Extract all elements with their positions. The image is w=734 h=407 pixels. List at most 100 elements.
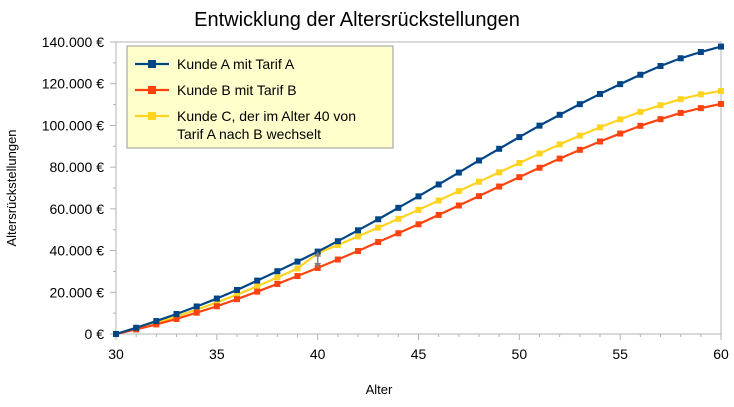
data-point xyxy=(597,124,603,131)
data-point xyxy=(576,146,583,153)
legend-marker xyxy=(148,60,156,68)
axes: 0 € 20.000 € 40.000 € 60.000 € 80.000 € 100.0… xyxy=(42,34,729,362)
data-point xyxy=(153,321,160,328)
data-point xyxy=(677,96,684,103)
data-point xyxy=(173,310,180,317)
data-point xyxy=(617,116,624,123)
data-point xyxy=(173,315,180,322)
legend-marker xyxy=(148,112,156,120)
data-point xyxy=(395,230,402,237)
x-tick-label: 45 xyxy=(411,346,427,362)
data-point xyxy=(193,309,200,316)
data-point xyxy=(536,150,543,157)
data-point xyxy=(516,159,523,166)
data-point xyxy=(355,233,361,240)
arrow-head-down xyxy=(314,262,322,268)
data-point xyxy=(677,55,684,62)
data-point xyxy=(395,215,402,222)
y-tick-label: 80.000 € xyxy=(50,159,105,175)
data-point xyxy=(637,122,644,129)
legend: Kunde A mit Tarif A Kunde B mit Tarif B Ku… xyxy=(126,45,394,149)
data-point xyxy=(637,71,644,78)
x-tick-label: 35 xyxy=(209,346,225,362)
data-point xyxy=(516,174,523,181)
data-point xyxy=(294,258,301,265)
data-point xyxy=(556,155,563,162)
data-point xyxy=(153,318,160,325)
data-point xyxy=(496,145,503,152)
legend-box xyxy=(126,45,394,149)
y-tick-label: 0 € xyxy=(85,326,105,342)
x-tick-label: 40 xyxy=(310,346,326,362)
data-point xyxy=(234,286,240,293)
data-point xyxy=(254,283,261,290)
data-point xyxy=(718,43,724,50)
data-point xyxy=(455,169,462,176)
data-point xyxy=(213,295,220,302)
data-point xyxy=(294,265,301,272)
data-point xyxy=(556,141,563,148)
data-point xyxy=(496,183,503,190)
x-tick-label: 30 xyxy=(108,346,124,362)
data-point xyxy=(395,204,402,211)
series-layer xyxy=(113,43,724,337)
data-point xyxy=(355,247,361,254)
data-point xyxy=(355,227,361,234)
data-point xyxy=(213,303,220,310)
y-tick-label: 40.000 € xyxy=(50,243,105,259)
data-point xyxy=(697,91,704,98)
data-point xyxy=(657,102,664,109)
y-tick-label: 120.000 € xyxy=(42,76,104,92)
series-1 xyxy=(113,43,724,337)
data-point xyxy=(597,138,603,145)
data-point xyxy=(677,109,684,116)
double-arrow-annotation xyxy=(314,251,322,268)
x-tick-label: 60 xyxy=(713,346,729,362)
data-point xyxy=(476,193,482,200)
data-point xyxy=(415,193,422,200)
legend-label: Kunde C, der im Alter 40 von Tarif A nach… xyxy=(177,108,356,142)
y-tick-label: 140.000 € xyxy=(42,34,104,50)
data-point xyxy=(617,130,624,137)
y-axis-label: Altersrückstellungen xyxy=(4,129,19,246)
y-tick-label: 20.000 € xyxy=(50,284,105,300)
data-point xyxy=(435,181,442,188)
data-point xyxy=(476,178,482,185)
data-point xyxy=(718,88,724,95)
data-point xyxy=(576,132,583,139)
data-point xyxy=(193,303,200,310)
legend-item: Kunde A mit Tarif A xyxy=(135,56,295,72)
data-point xyxy=(476,157,482,164)
y-tick-label: 100.000 € xyxy=(42,117,104,133)
y-tick-label: 60.000 € xyxy=(50,201,105,217)
data-point xyxy=(415,221,422,228)
data-point xyxy=(213,299,220,306)
data-point xyxy=(597,90,603,97)
x-tick-label: 55 xyxy=(612,346,628,362)
data-point xyxy=(274,274,281,281)
data-point xyxy=(274,268,281,275)
data-point xyxy=(617,81,624,88)
legend-label: Kunde A mit Tarif A xyxy=(177,56,295,72)
series-2 xyxy=(113,100,724,337)
data-point xyxy=(556,111,563,118)
data-point xyxy=(254,277,261,284)
data-point xyxy=(657,62,664,69)
chart-title: Entwicklung der Altersrückstellungen xyxy=(194,9,520,31)
data-point xyxy=(375,239,382,246)
x-tick-label: 50 xyxy=(512,346,528,362)
data-point xyxy=(234,291,240,298)
data-point xyxy=(516,134,523,141)
data-point xyxy=(113,331,119,337)
data-point xyxy=(334,238,341,245)
annotation-layer xyxy=(314,251,322,268)
data-point xyxy=(133,324,140,331)
legend-label: Kunde B mit Tarif B xyxy=(177,82,297,98)
legend-item: Kunde B mit Tarif B xyxy=(135,82,297,98)
data-point xyxy=(697,105,704,112)
data-point xyxy=(455,188,462,195)
data-point xyxy=(536,122,543,129)
data-point xyxy=(657,116,664,123)
